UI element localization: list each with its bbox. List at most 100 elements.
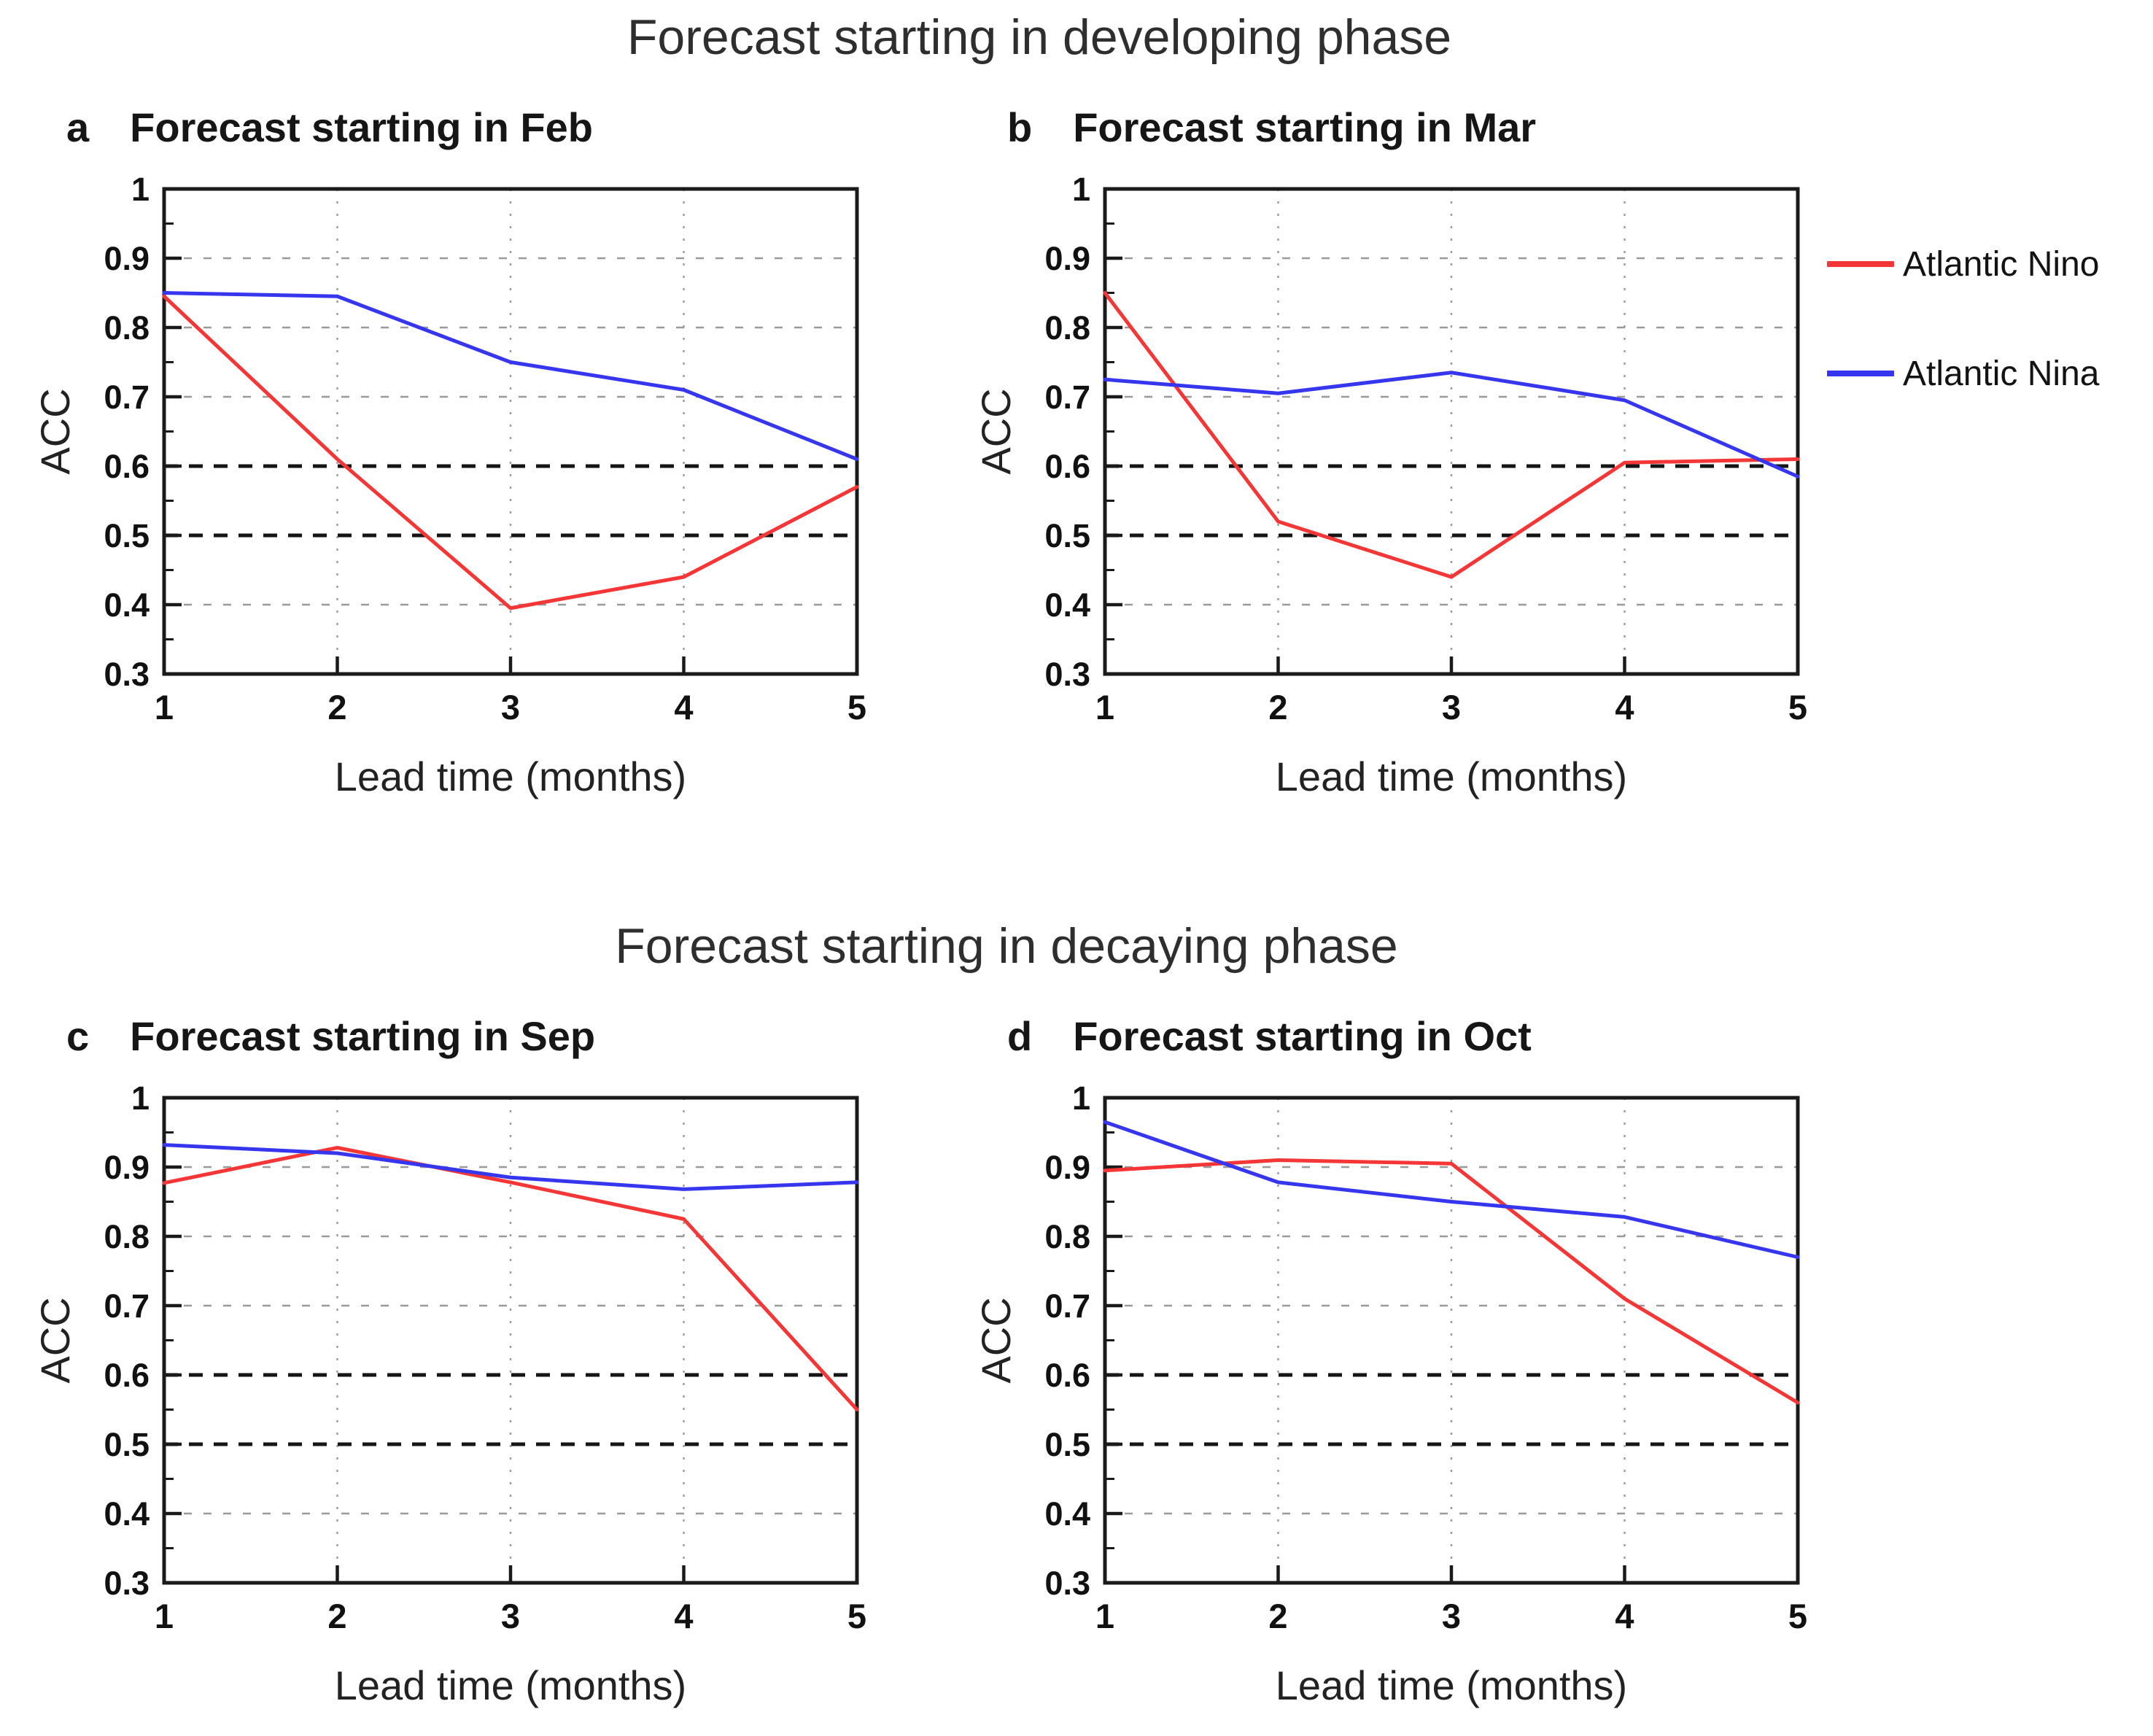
y-tick-label: 0.7: [104, 1287, 150, 1325]
y-tick-label: 1: [131, 171, 150, 208]
panel-title: Forecast starting in Mar: [1073, 104, 1537, 150]
chart-canvas-oct: 0.3 0.4 0.5 0.6 0.7 0.8 0.9 1 1 2 3 4 5 Lead time (mo…: [981, 1080, 1807, 1708]
panel-forecast-feb: a Forecast starting in Feb 0.3 0.4 0.5 0.6 0…: [40, 104, 923, 827]
x-tick-label: 3: [1442, 688, 1461, 726]
legend-label: Atlantic Nina: [1903, 354, 2100, 393]
legend-label: Atlantic Nino: [1903, 244, 2100, 284]
y-tick-label: 0.7: [1044, 379, 1090, 416]
legend-item-atlantic-nina: Atlantic Nina: [1827, 352, 2099, 395]
x-tick-label: 2: [327, 1597, 346, 1635]
series-line-atlantic-nina: [1103, 371, 1800, 478]
panel-title: Forecast starting in Oct: [1073, 1013, 1532, 1059]
y-tick-label: 0.4: [104, 586, 150, 624]
blue-line-swatch-icon: [1827, 371, 1894, 376]
series-line-atlantic-nino: [1103, 1158, 1800, 1405]
y-tick-label: 0.3: [1044, 656, 1090, 693]
x-tick-label: 5: [1788, 688, 1807, 726]
x-tick-label: 5: [847, 1597, 866, 1635]
y-tick-label: 0.9: [1044, 1149, 1090, 1186]
y-tick-label: 0.8: [1044, 309, 1090, 346]
panel-forecast-sep: c Forecast starting in Sep 0.3 0.4 0.5 0.6 0…: [40, 1012, 923, 1736]
y-tick-label: 0.6: [1044, 1357, 1090, 1394]
y-tick-label: 0.8: [104, 1218, 150, 1255]
y-tick-label: 0.3: [1044, 1565, 1090, 1602]
x-tick-label: 1: [155, 688, 174, 726]
series-line-atlantic-nino: [162, 1145, 859, 1411]
y-tick-label: 1: [1072, 171, 1090, 208]
panel-forecast-oct: d Forecast starting in Oct 0.3 0.4 0.5 0.6 0…: [981, 1012, 1863, 1736]
x-tick-label: 2: [1268, 688, 1287, 726]
plot-border: [162, 1096, 859, 1585]
series-line-atlantic-nina: [162, 1143, 859, 1191]
chart-canvas-sep: 0.3 0.4 0.5 0.6 0.7 0.8 0.9 1 1 2 3 4 5 Lead time (mo…: [40, 1080, 866, 1708]
y-axis-label: ACC: [981, 388, 1019, 474]
y-axis-label: ACC: [40, 388, 78, 474]
legend-item-atlantic-nino: Atlantic Nino: [1827, 243, 2099, 285]
y-tick-label: 0.3: [104, 656, 150, 693]
x-tick-label: 5: [847, 688, 866, 726]
series-line-atlantic-nino: [162, 294, 859, 611]
legend: Atlantic Nino Atlantic Nina: [1827, 243, 2099, 395]
x-tick-label: 5: [1788, 1597, 1807, 1635]
chart-canvas-mar: 0.3 0.4 0.5 0.6 0.7 0.8 0.9 1 1 2 3 4 5 Lead time (mo…: [981, 171, 1807, 799]
panel-letter: d: [1007, 1013, 1033, 1059]
x-axis-label: Lead time (months): [335, 753, 686, 799]
panel-header: b Forecast starting in Mar: [981, 104, 1863, 160]
x-tick-label: 3: [1442, 1597, 1461, 1635]
y-tick-label: 0.6: [1044, 448, 1090, 485]
y-tick-label: 0.6: [104, 448, 150, 485]
y-axis-label: ACC: [981, 1297, 1019, 1383]
panel-letter: b: [1007, 104, 1033, 150]
y-tick-label: 0.8: [1044, 1218, 1090, 1255]
y-tick-label: 0.8: [104, 309, 150, 346]
panel-title: Forecast starting in Sep: [130, 1013, 596, 1059]
red-line-swatch-icon: [1827, 261, 1894, 267]
y-tick-label: 0.9: [1044, 240, 1090, 277]
y-tick-label: 1: [131, 1080, 150, 1117]
panel-forecast-mar: b Forecast starting in Mar 0.3 0.4 0.5 0.6 0…: [981, 104, 1863, 827]
x-axis-label: Lead time (months): [1276, 753, 1627, 799]
panel-header: c Forecast starting in Sep: [40, 1012, 923, 1069]
series-line-atlantic-nina: [1103, 1120, 1800, 1259]
y-tick-label: 0.3: [104, 1565, 150, 1602]
x-axis-label: Lead time (months): [335, 1662, 686, 1708]
x-tick-label: 4: [674, 688, 693, 726]
x-tick-label: 2: [1268, 1597, 1287, 1635]
x-tick-label: 3: [501, 1597, 520, 1635]
y-tick-label: 0.9: [104, 1149, 150, 1186]
y-tick-label: 0.7: [1044, 1287, 1090, 1325]
y-tick-label: 0.5: [104, 1426, 150, 1463]
x-tick-label: 4: [1615, 688, 1634, 726]
y-tick-label: 0.7: [104, 379, 150, 416]
y-tick-label: 1: [1072, 1080, 1090, 1117]
panel-title: Forecast starting in Feb: [130, 104, 593, 150]
x-tick-label: 1: [155, 1597, 174, 1635]
x-tick-label: 4: [674, 1597, 693, 1635]
y-tick-label: 0.5: [104, 517, 150, 554]
x-tick-label: 4: [1615, 1597, 1634, 1635]
panel-header: a Forecast starting in Feb: [40, 104, 923, 160]
panel-header: d Forecast starting in Oct: [981, 1012, 1863, 1069]
y-tick-label: 0.9: [104, 240, 150, 277]
series-line-atlantic-nino: [1103, 291, 1800, 579]
y-tick-label: 0.4: [104, 1495, 150, 1532]
y-tick-label: 0.4: [1044, 1495, 1090, 1532]
section-title-decaying-phase: Forecast starting in decaying phase: [615, 918, 1398, 974]
panel-letter: c: [66, 1013, 90, 1059]
x-tick-label: 1: [1095, 688, 1114, 726]
panel-letter: a: [66, 104, 90, 150]
y-tick-label: 0.6: [104, 1357, 150, 1394]
x-tick-label: 1: [1095, 1597, 1114, 1635]
y-axis-label: ACC: [40, 1297, 78, 1383]
y-tick-label: 0.5: [1044, 517, 1090, 554]
y-tick-label: 0.4: [1044, 586, 1090, 624]
x-tick-label: 2: [327, 688, 346, 726]
plot-border: [162, 187, 859, 676]
chart-canvas-feb: 0.3 0.4 0.5 0.6 0.7 0.8 0.9 1 1 2 3 4 5 Lead time (mo…: [40, 171, 866, 799]
series-line-atlantic-nina: [162, 291, 859, 461]
x-axis-label: Lead time (months): [1276, 1662, 1627, 1708]
section-title-developing-phase: Forecast starting in developing phase: [626, 9, 1452, 65]
x-tick-label: 3: [501, 688, 520, 726]
y-tick-label: 0.5: [1044, 1426, 1090, 1463]
